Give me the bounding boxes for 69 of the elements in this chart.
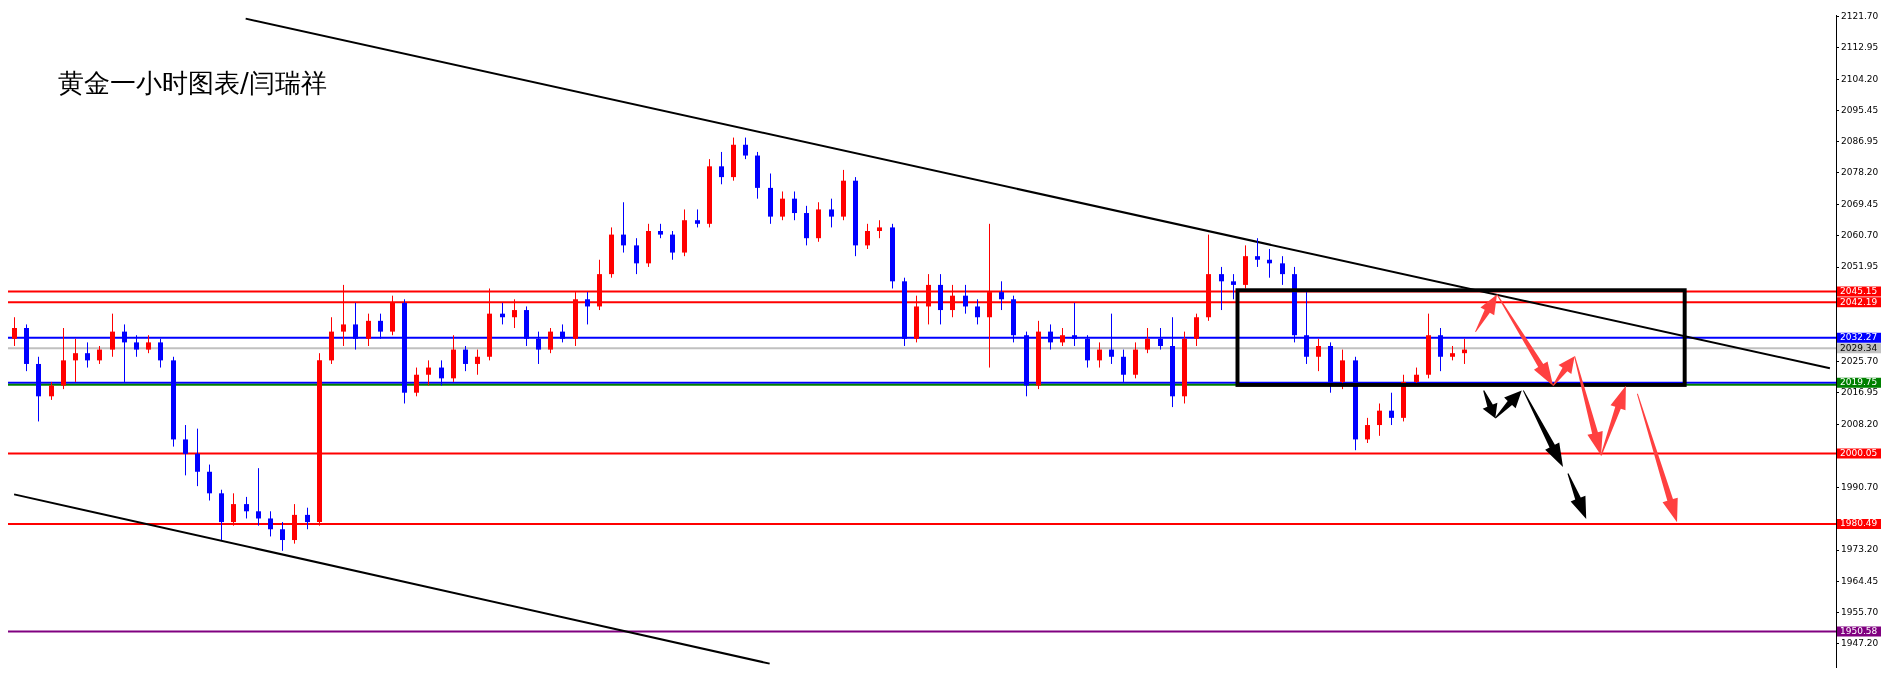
ref-line-label: 2000.05 xyxy=(1840,447,1878,458)
candlestick xyxy=(780,190,785,221)
candlestick xyxy=(426,359,431,387)
candlestick xyxy=(244,496,249,519)
candlestick xyxy=(1365,417,1370,444)
y-tick-label: 2078.20 xyxy=(1841,167,1879,178)
candlestick xyxy=(268,510,273,537)
y-tick-label: 1990.70 xyxy=(1841,481,1879,492)
ref-line-label: 2045.15 xyxy=(1840,285,1878,296)
candlestick xyxy=(548,327,553,354)
ref-line-label: 1950.58 xyxy=(1840,625,1878,636)
y-tick-label: 1955.70 xyxy=(1841,607,1879,618)
candlestick xyxy=(634,237,639,275)
candlestick xyxy=(670,230,675,261)
y-tick-label: 2051.95 xyxy=(1841,261,1879,272)
candlestick xyxy=(999,280,1004,311)
candlestick xyxy=(743,137,748,160)
candlestick xyxy=(475,349,480,376)
candlestick xyxy=(865,223,870,250)
y-tick-label: 2060.70 xyxy=(1841,230,1879,241)
candlestick xyxy=(85,341,90,369)
candlestick xyxy=(12,316,17,347)
candlestick xyxy=(1097,341,1102,369)
candlestick xyxy=(305,507,310,530)
candlestick xyxy=(1219,266,1224,311)
candlestick xyxy=(1389,392,1394,426)
candlestick xyxy=(256,467,261,527)
y-tick-label: 2112.95 xyxy=(1841,42,1879,53)
y-tick-label: 1964.45 xyxy=(1841,575,1879,586)
candlestick xyxy=(207,464,212,502)
ref-line-label: 2029.34 xyxy=(1840,342,1878,353)
ref-line-label: 2042.19 xyxy=(1840,296,1878,307)
candlestick xyxy=(366,313,371,347)
y-tick-label: 2104.20 xyxy=(1841,73,1879,84)
y-tick-label: 2016.95 xyxy=(1841,387,1879,398)
candlestick xyxy=(1145,327,1150,354)
candlestick xyxy=(719,151,724,185)
candlestick xyxy=(183,424,188,476)
y-tick-label: 2008.20 xyxy=(1841,418,1879,429)
y-tick-label: 2069.45 xyxy=(1841,198,1879,209)
candlestick xyxy=(280,521,285,552)
candlestick xyxy=(110,313,115,358)
y-tick-label: 1973.20 xyxy=(1841,544,1879,555)
candlestick xyxy=(963,284,968,315)
ref-line-label: 1980.49 xyxy=(1840,518,1878,529)
candlestick xyxy=(621,201,626,254)
candlestick xyxy=(73,338,78,383)
candlestick xyxy=(829,198,834,228)
candlestick xyxy=(195,428,200,487)
candlestick xyxy=(975,298,980,325)
text: 黄金一小时图表/闫瑞祥 xyxy=(58,67,327,100)
y-tick-label: 2095.45 xyxy=(1841,105,1879,116)
y-tick-label: 2121.70 xyxy=(1841,10,1879,21)
ref-line-label: 2019.75 xyxy=(1840,377,1878,388)
candlestick xyxy=(414,367,419,397)
candlestick xyxy=(1194,313,1199,347)
y-tick-label: 2086.95 xyxy=(1841,135,1879,146)
ref-line-label: 2032.27 xyxy=(1840,332,1878,343)
candlestick xyxy=(1231,273,1236,300)
candlestick xyxy=(1377,402,1382,437)
candlestick xyxy=(792,190,797,221)
candlestick xyxy=(1340,349,1345,390)
candlestick xyxy=(1280,255,1285,286)
candlestick xyxy=(1316,338,1321,372)
candlestick xyxy=(1255,237,1260,268)
y-tick-label: 2025.70 xyxy=(1841,355,1879,366)
candlestick xyxy=(585,291,590,325)
y-tick-label: 1947.20 xyxy=(1841,637,1879,648)
candlestick xyxy=(463,345,468,372)
